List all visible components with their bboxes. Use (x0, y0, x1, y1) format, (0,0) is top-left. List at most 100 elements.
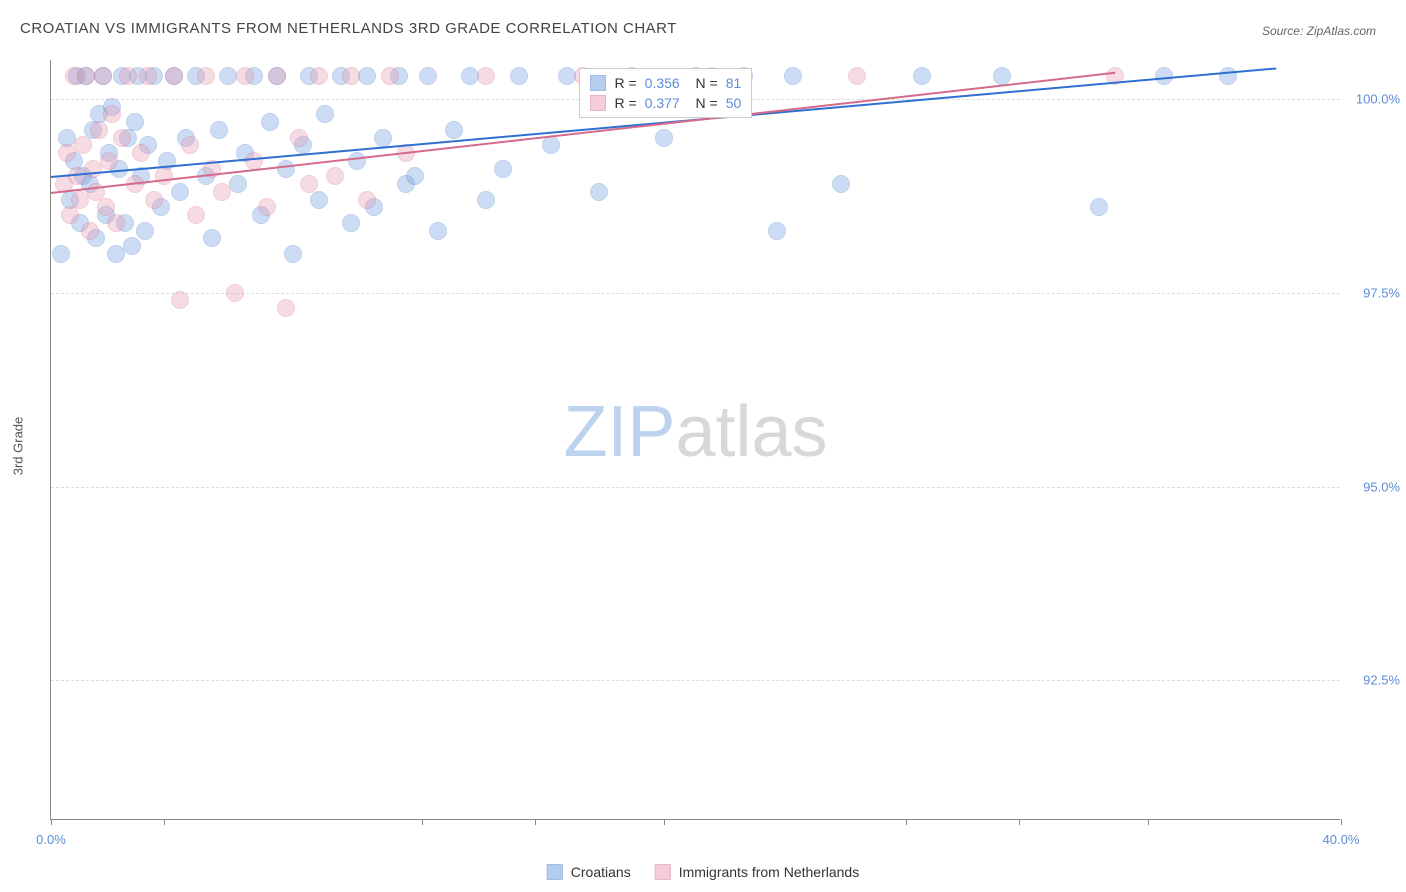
data-point (993, 67, 1011, 85)
data-point (100, 152, 118, 170)
gridline (51, 680, 1340, 681)
data-point (165, 67, 183, 85)
data-point (477, 191, 495, 209)
x-tick (906, 819, 907, 825)
x-tick (51, 819, 52, 825)
y-tick-label: 97.5% (1363, 285, 1400, 300)
data-point (381, 67, 399, 85)
data-point (74, 136, 92, 154)
data-point (419, 67, 437, 85)
x-tick (1019, 819, 1020, 825)
legend-label-netherlands: Immigrants from Netherlands (679, 864, 860, 880)
data-point (406, 167, 424, 185)
x-tick (535, 819, 536, 825)
data-point (310, 191, 328, 209)
stat-n-value: 50 (726, 95, 742, 111)
data-point (171, 291, 189, 309)
data-point (290, 129, 308, 147)
swatch-icon (590, 75, 606, 91)
data-point (268, 67, 286, 85)
data-point (145, 191, 163, 209)
data-point (832, 175, 850, 193)
data-point (210, 121, 228, 139)
data-point (187, 206, 205, 224)
stat-r-value: 0.356 (645, 75, 680, 91)
data-point (784, 67, 802, 85)
source-attribution: Source: ZipAtlas.com (1262, 24, 1376, 38)
swatch-icon (590, 95, 606, 111)
data-point (310, 67, 328, 85)
data-point (1090, 198, 1108, 216)
data-point (510, 67, 528, 85)
swatch-netherlands (655, 864, 671, 880)
data-point (236, 67, 254, 85)
data-point (342, 67, 360, 85)
swatch-croatians (547, 864, 563, 880)
data-point (848, 67, 866, 85)
data-point (171, 183, 189, 201)
data-point (132, 144, 150, 162)
data-point (300, 175, 318, 193)
bottom-legend: Croatians Immigrants from Netherlands (547, 864, 859, 880)
data-point (226, 284, 244, 302)
data-point (81, 222, 99, 240)
x-tick (164, 819, 165, 825)
watermark-zip: ZIP (563, 391, 675, 471)
data-point (277, 299, 295, 317)
data-point (284, 245, 302, 263)
stat-r-label: R = (614, 95, 636, 111)
data-point (229, 175, 247, 193)
y-axis-label: 3rd Grade (11, 417, 26, 476)
watermark: ZIPatlas (563, 390, 827, 472)
data-point (181, 136, 199, 154)
plot-area: ZIPatlas 92.5%95.0%97.5%100.0%0.0%40.0%R… (50, 60, 1340, 820)
data-point (52, 245, 70, 263)
stat-n-label: N = (688, 95, 718, 111)
x-tick (664, 819, 665, 825)
stat-r-label: R = (614, 75, 636, 91)
stat-r-value: 0.377 (645, 95, 680, 111)
data-point (542, 136, 560, 154)
data-point (103, 105, 121, 123)
data-point (429, 222, 447, 240)
x-tick (1341, 819, 1342, 825)
data-point (136, 222, 154, 240)
data-point (123, 237, 141, 255)
gridline (51, 487, 1340, 488)
x-tick (422, 819, 423, 825)
data-point (113, 129, 131, 147)
data-point (213, 183, 231, 201)
x-tick-label: 0.0% (36, 832, 66, 847)
data-point (61, 206, 79, 224)
data-point (374, 129, 392, 147)
data-point (155, 167, 173, 185)
data-point (445, 121, 463, 139)
y-tick-label: 95.0% (1363, 479, 1400, 494)
x-tick-label: 40.0% (1323, 832, 1360, 847)
data-point (326, 167, 344, 185)
data-point (494, 160, 512, 178)
x-tick (1148, 819, 1149, 825)
data-point (107, 214, 125, 232)
stat-n-label: N = (688, 75, 718, 91)
data-point (1219, 67, 1237, 85)
data-point (258, 198, 276, 216)
data-point (358, 191, 376, 209)
chart-title: CROATIAN VS IMMIGRANTS FROM NETHERLANDS … (20, 20, 677, 37)
data-point (203, 229, 221, 247)
data-point (348, 152, 366, 170)
data-point (913, 67, 931, 85)
data-point (197, 67, 215, 85)
stats-legend-row: R = 0.356 N = 81 (590, 73, 741, 93)
data-point (126, 113, 144, 131)
data-point (655, 129, 673, 147)
data-point (358, 67, 376, 85)
legend-item-netherlands: Immigrants from Netherlands (655, 864, 860, 880)
data-point (477, 67, 495, 85)
gridline (51, 293, 1340, 294)
legend-label-croatians: Croatians (571, 864, 631, 880)
data-point (245, 152, 263, 170)
legend-item-croatians: Croatians (547, 864, 631, 880)
data-point (1155, 67, 1173, 85)
data-point (139, 67, 157, 85)
